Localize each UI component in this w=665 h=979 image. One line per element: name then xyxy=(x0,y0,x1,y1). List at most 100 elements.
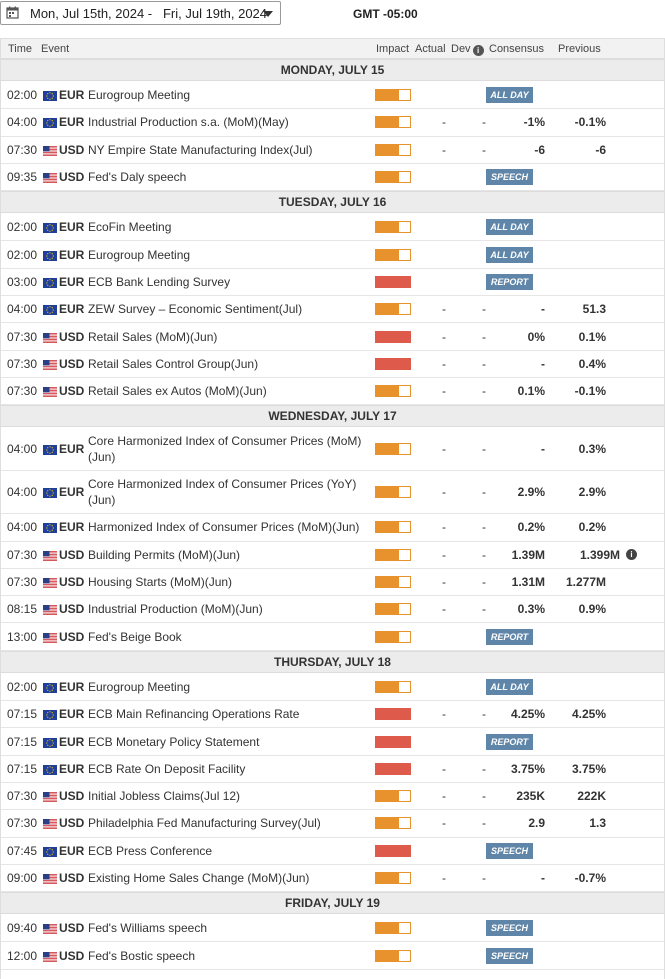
impact-indicator xyxy=(375,680,411,693)
event-time: 04:00 xyxy=(7,115,38,130)
table-row[interactable]: 07:15 EUR ECB Main Refinancing Operations … xyxy=(1,701,664,729)
event-name[interactable]: Eurogroup Meeting xyxy=(88,88,191,103)
table-row[interactable]: 09:00 USD Existing Home Sales Change (MoM)… xyxy=(1,865,664,893)
table-row[interactable]: 07:30 USD Building Permits (MoM)(Jun) - - 1.3… xyxy=(1,542,664,569)
event-name[interactable]: Building Permits (MoM)(Jun) xyxy=(88,547,241,562)
event-name[interactable]: ECB Monetary Policy Statement xyxy=(88,734,260,749)
table-row[interactable]: 02:00 EUR Eurogroup Meeting ALL DAY xyxy=(1,82,664,110)
event-name[interactable]: NY Empire State Manufacturing Index(Jul) xyxy=(88,142,313,157)
eu-flag xyxy=(43,250,57,261)
event-name[interactable]: ECB Press Conference xyxy=(88,843,213,858)
eu-flag xyxy=(43,737,57,748)
event-name[interactable]: Fed's Daly speech xyxy=(88,170,187,185)
deviation-value: - xyxy=(482,547,486,562)
impact-bar-fill xyxy=(375,872,399,885)
table-row[interactable]: 02:00 EUR EcoFin Meeting ALL DAY xyxy=(1,214,664,242)
event-name[interactable]: Philadelphia Fed Manufacturing Survey(Ju… xyxy=(88,816,321,831)
impact-bar-fill xyxy=(375,486,399,499)
table-row[interactable]: 07:30 USD Housing Starts (MoM)(Jun) - - 1.31M… xyxy=(1,569,664,597)
actual-value: - xyxy=(442,442,446,457)
event-name[interactable]: Initial Jobless Claims(Jul 12) xyxy=(88,789,241,804)
table-row[interactable]: 04:00 EUR Core Harmonized Index of Consume… xyxy=(1,428,664,472)
table-row[interactable]: 07:30 USD NY Empire State Manufacturing In… xyxy=(1,137,664,164)
event-name[interactable]: Industrial Production s.a. (MoM)(May) xyxy=(88,115,289,130)
impact-bar-fill xyxy=(375,735,411,748)
table-row[interactable]: 04:00 EUR Core Harmonized Index of Consume… xyxy=(1,471,664,515)
actual-value: - xyxy=(442,384,446,399)
table-row[interactable]: 07:30 USD Philadelphia Fed Manufacturing S… xyxy=(1,810,664,838)
table-row[interactable]: 09:40 USD Fed's Williams speech SPEECH xyxy=(1,915,664,943)
table-row[interactable]: 04:00 EUR Industrial Production s.a. (MoM)… xyxy=(1,109,664,137)
table-row[interactable]: 07:30 USD Retail Sales ex Autos (MoM)(Jun)… xyxy=(1,378,664,406)
impact-bar-fill xyxy=(375,171,399,184)
event-name[interactable]: ZEW Survey – Economic Sentiment(Jul) xyxy=(88,302,303,317)
event-time: 02:00 xyxy=(7,88,38,103)
event-name[interactable]: Housing Starts (MoM)(Jun) xyxy=(88,575,233,590)
currency-code: USD xyxy=(59,329,85,344)
event-name[interactable]: Eurogroup Meeting xyxy=(88,247,191,262)
actual-value: - xyxy=(442,761,446,776)
table-row[interactable]: 07:15 EUR ECB Rate On Deposit Facility - - 3.… xyxy=(1,756,664,783)
date-range-picker[interactable]: Mon, Jul 15th, 2024 - Fri, Jul 19th, 202… xyxy=(0,1,281,25)
col-dev: Dev i xyxy=(451,43,484,56)
event-name[interactable]: ECB Bank Lending Survey xyxy=(88,274,231,289)
event-name[interactable]: Fed's Williams speech xyxy=(88,921,207,936)
event-name[interactable]: Retail Sales (MoM)(Jun) xyxy=(88,329,218,344)
impact-bar-fill xyxy=(375,385,399,398)
currency-code: EUR xyxy=(59,88,85,103)
table-row[interactable]: 07:30 USD Retail Sales (MoM)(Jun) - - 0% 0.1% xyxy=(1,323,664,351)
deviation-value: - xyxy=(482,302,486,317)
event-name[interactable]: Retail Sales Control Group(Jun) xyxy=(88,356,259,371)
calendar-icon xyxy=(6,6,19,19)
info-icon[interactable]: i xyxy=(626,548,637,560)
currency-code: USD xyxy=(59,602,85,617)
table-row[interactable]: 03:00 EUR ECB Bank Lending Survey REPORT xyxy=(1,269,664,297)
event-name[interactable]: Harmonized Index of Consumer Prices (MoM… xyxy=(88,520,360,535)
impact-indicator xyxy=(375,385,411,398)
us-flag xyxy=(43,577,57,589)
table-row[interactable]: 07:15 EUR ECB Monetary Policy Statement REP… xyxy=(1,728,664,756)
eu-flag xyxy=(43,764,57,775)
event-name[interactable]: Eurogroup Meeting xyxy=(88,679,191,694)
event-time: 07:15 xyxy=(7,707,38,722)
info-icon[interactable]: i xyxy=(472,45,484,56)
table-row[interactable]: 07:30 USD Retail Sales Control Group(Jun) -… xyxy=(1,351,664,378)
impact-indicator xyxy=(375,844,411,857)
event-name[interactable]: Fed's Beige Book xyxy=(88,629,182,644)
impact-bar-fill xyxy=(375,357,411,370)
table-row[interactable]: 02:00 EUR Eurogroup Meeting ALL DAY xyxy=(1,242,664,269)
currency-code: EUR xyxy=(59,220,85,235)
table-row[interactable]: 07:30 USD Initial Jobless Claims(Jul 12) - -… xyxy=(1,783,664,811)
consensus-value: - xyxy=(541,356,545,371)
impact-indicator xyxy=(375,630,411,643)
impact-bar-empty xyxy=(399,385,411,398)
event-name[interactable]: ECB Main Refinancing Operations Rate xyxy=(88,707,300,722)
table-row[interactable]: 13:00 USD Fed's Beige Book REPORT xyxy=(1,624,664,651)
event-time: 07:30 xyxy=(7,329,38,344)
table-row[interactable]: 09:35 USD Fed's Daly speech SPEECH xyxy=(1,164,664,192)
impact-indicator xyxy=(375,872,411,885)
event-type-badge: SPEECH xyxy=(486,947,533,964)
table-row[interactable]: 08:15 USD Industrial Production (MoM)(Jun)… xyxy=(1,596,664,624)
previous-value: 0.1% xyxy=(578,329,606,344)
event-name[interactable]: Core Harmonized Index of Consumer Prices… xyxy=(88,477,357,508)
table-row[interactable]: 04:00 EUR Harmonized Index of Consumer Pri… xyxy=(1,514,664,542)
table-row[interactable]: 12:00 USD Fed's Bostic speech SPEECH xyxy=(1,943,664,970)
table-row[interactable]: 04:00 EUR ZEW Survey – Economic Sentiment(… xyxy=(1,296,664,324)
event-name[interactable]: Fed's Bostic speech xyxy=(88,948,196,963)
table-row[interactable]: 07:45 EUR ECB Press Conference SPEECH xyxy=(1,838,664,865)
impact-bar-fill xyxy=(375,576,399,589)
table-row[interactable]: 02:00 EUR Eurogroup Meeting ALL DAY xyxy=(1,674,664,702)
impact-bar-empty xyxy=(399,116,411,129)
event-name[interactable]: Existing Home Sales Change (MoM)(Jun) xyxy=(88,871,310,886)
deviation-value: - xyxy=(482,816,486,831)
eu-flag xyxy=(43,90,57,102)
event-name[interactable]: Core Harmonized Index of Consumer Prices… xyxy=(88,434,362,465)
impact-bar-empty xyxy=(399,630,411,643)
event-name[interactable]: ECB Rate On Deposit Facility xyxy=(88,761,246,776)
event-name[interactable]: Industrial Production (MoM)(Jun) xyxy=(88,602,263,617)
economic-calendar-table: Time Event Impact Actual Dev i Consensus … xyxy=(0,38,665,979)
event-name[interactable]: EcoFin Meeting xyxy=(88,220,172,235)
chevron-down-icon[interactable] xyxy=(263,11,273,17)
event-name[interactable]: Retail Sales ex Autos (MoM)(Jun) xyxy=(88,384,267,399)
